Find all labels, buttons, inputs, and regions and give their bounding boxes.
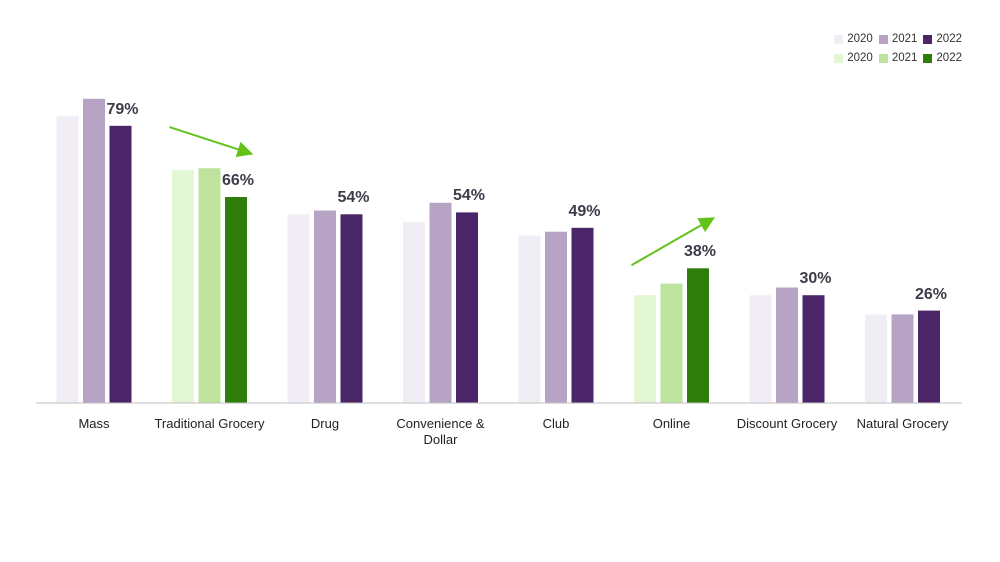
trend-arrow-online [631,217,715,267]
trend-arrows [169,126,715,267]
bar-club-2022 [571,227,594,403]
category-label-club: Club [542,416,570,431]
data-label-convenience-dollar: 54% [452,187,486,205]
bar-convenience-dollar-2022 [456,212,478,403]
legend-item-2020-purple: 2020 [834,33,873,45]
bar-online-2020 [634,295,656,403]
bar-mass-2020 [56,116,79,403]
bar-traditional-grocery-2021 [198,168,221,403]
legend-item-2022-purple: 2022 [923,33,962,45]
bar-online-2022 [687,268,709,404]
bar-natural-grocery-2022 [918,310,940,403]
category-label-traditional-grocery: Traditional Grocery [154,416,265,431]
legend-item-2021-green: 2021 [878,52,917,64]
category-label-discount-grocery: Discount Grocery [736,416,838,431]
bar-drug-2020 [287,214,310,403]
legend-purple: 2020 2021 2022 [834,33,962,45]
legend-item-2022-green: 2022 [923,52,962,64]
bar-club-2021 [545,231,567,403]
legend-item-2021-purple: 2021 [878,33,917,45]
bar-discount-grocery-2020 [749,295,772,403]
trend-arrow-traditional-grocery [169,126,254,157]
bar-drug-2022 [340,214,363,403]
category-label-online: Online [652,416,691,431]
bar-drug-2021 [314,210,336,403]
bar-club-2020 [518,235,541,403]
category-label-mass: Mass [78,416,110,431]
bar-convenience-dollar-2020 [403,222,425,403]
data-label-drug: 54% [337,189,370,207]
bars-layer [56,98,940,404]
bar-natural-grocery-2020 [865,314,887,403]
data-label-club: 49% [568,202,601,220]
bar-traditional-grocery-2022 [225,197,247,403]
bar-traditional-grocery-2020 [172,170,194,403]
data-label-traditional-grocery: 66% [221,172,255,190]
bar-mass-2022 [109,125,132,404]
category-label-convenience-dollar: Convenience & Dollar [396,416,485,447]
data-label-online: 38% [683,243,717,261]
bar-convenience-dollar-2021 [429,202,452,403]
category-label-natural-grocery: Natural Grocery [856,416,949,431]
bar-mass-2021 [83,98,105,404]
bar-discount-grocery-2022 [802,295,825,403]
legend-item-2020-green: 2020 [834,52,873,64]
category-label-drug: Drug [310,416,340,431]
bar-online-2021 [660,283,683,403]
data-label-mass: 79% [106,100,139,118]
data-label-discount-grocery: 30% [799,270,832,288]
data-label-natural-grocery: 26% [914,285,948,303]
bar-natural-grocery-2021 [891,314,914,403]
legend-green: 2020 2021 2022 [834,52,962,64]
bar-discount-grocery-2021 [776,287,798,403]
